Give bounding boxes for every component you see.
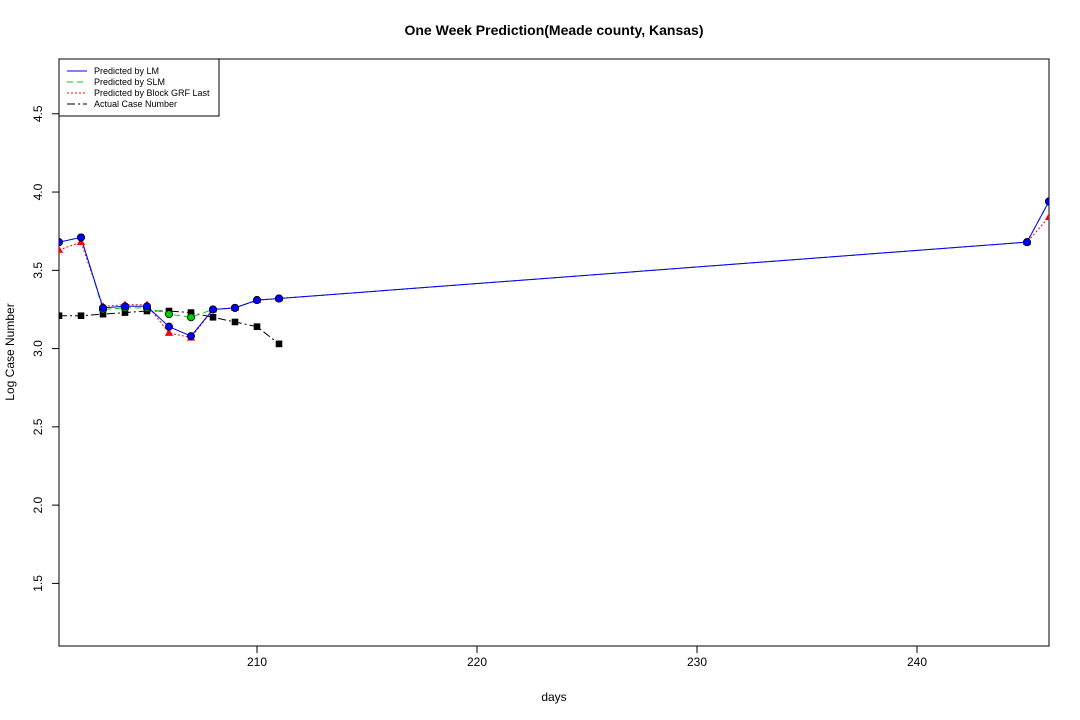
data-point xyxy=(1044,212,1049,221)
data-point xyxy=(253,323,261,330)
data-point xyxy=(142,302,151,311)
data-point xyxy=(209,313,217,321)
y-tick-label: 2.0 xyxy=(31,496,45,513)
data-point xyxy=(77,312,85,320)
y-axis-label: Log Case Number xyxy=(3,303,17,400)
chart-title: One Week Prediction(Meade county, Kansas… xyxy=(404,22,703,38)
x-axis-label: days xyxy=(541,690,566,704)
data-point xyxy=(1045,197,1049,206)
data-point xyxy=(252,296,261,305)
data-point xyxy=(77,233,86,242)
legend-box xyxy=(58,58,220,117)
data-point xyxy=(231,318,239,326)
y-tick-label: 1.5 xyxy=(31,575,45,592)
x-tick-label: 210 xyxy=(247,655,267,669)
data-point xyxy=(186,332,195,341)
y-tick-label: 3.5 xyxy=(31,262,45,279)
x-tick-label: 220 xyxy=(467,655,487,669)
data-point xyxy=(99,310,107,318)
y-tick-label: 4.5 xyxy=(31,105,45,122)
data-point xyxy=(59,245,64,253)
data-point xyxy=(208,305,217,314)
y-tick-label: 2.5 xyxy=(31,418,45,435)
data-point xyxy=(59,238,63,247)
data-point xyxy=(275,340,283,348)
data-point xyxy=(121,302,130,311)
legend-label: Predicted by LM xyxy=(94,66,159,76)
data-point xyxy=(187,309,195,316)
y-tick-label: 3.0 xyxy=(31,340,45,357)
series-line xyxy=(59,201,1049,318)
series-layer xyxy=(59,197,1049,348)
plot-frame xyxy=(58,58,1050,647)
data-point xyxy=(164,328,174,336)
x-tick-label: 240 xyxy=(907,655,927,669)
data-point xyxy=(164,322,173,331)
legend-label: Predicted by Block GRF Last xyxy=(94,88,210,98)
data-point xyxy=(274,294,283,303)
series-line xyxy=(59,310,280,345)
x-tick-label: 230 xyxy=(687,655,707,669)
data-point xyxy=(186,313,195,322)
data-point xyxy=(230,303,239,312)
legend-label: Actual Case Number xyxy=(94,99,177,109)
data-point xyxy=(59,312,63,320)
x-axis: 210 220 230 240 xyxy=(247,646,927,669)
data-point xyxy=(76,237,86,246)
y-axis: 1.5 2.0 2.5 3.0 3.5 4.0 4.5 xyxy=(31,105,59,592)
data-point xyxy=(164,310,173,319)
series-line xyxy=(59,201,1049,337)
y-tick-label: 4.0 xyxy=(31,183,45,200)
data-point xyxy=(99,303,108,312)
legend-label: Predicted by SLM xyxy=(94,77,165,87)
data-point xyxy=(1023,238,1032,247)
data-point xyxy=(121,309,129,316)
